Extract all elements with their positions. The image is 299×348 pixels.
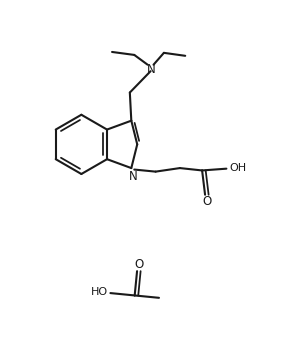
Text: OH: OH [229,163,246,173]
Text: N: N [129,171,138,183]
Text: N: N [147,63,155,76]
Text: O: O [203,195,212,208]
Text: HO: HO [91,287,108,298]
Text: O: O [134,258,143,271]
